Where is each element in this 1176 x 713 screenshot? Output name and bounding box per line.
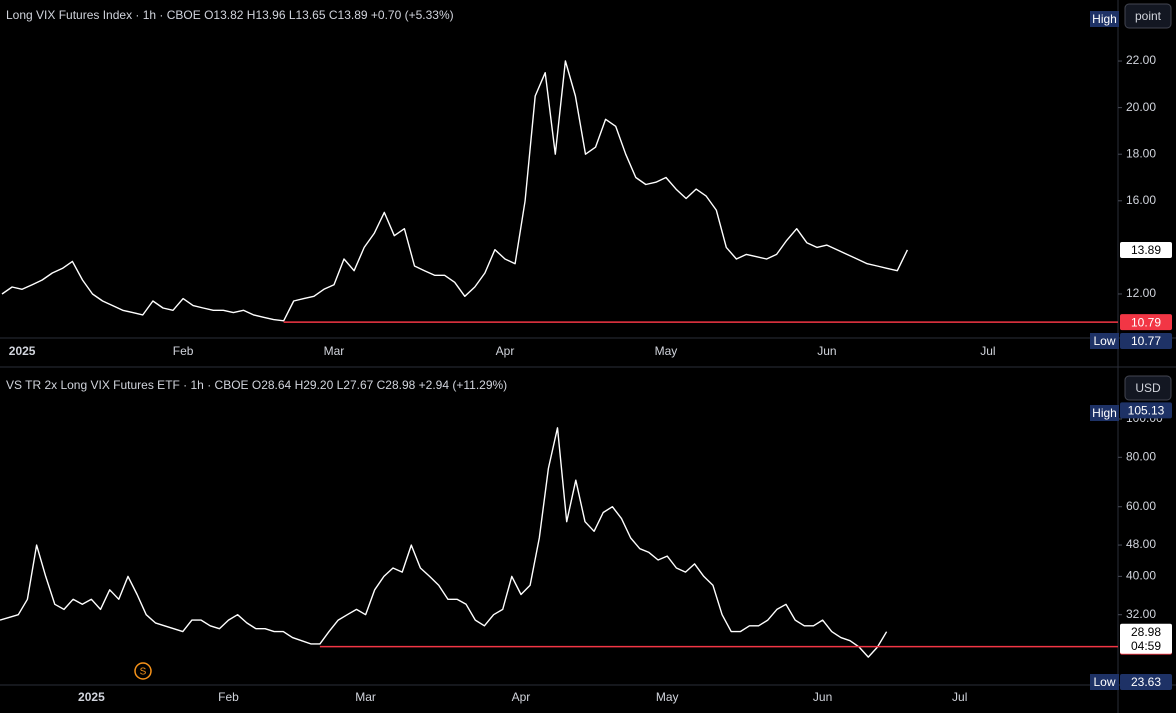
x-tick-label: Feb (218, 690, 239, 704)
x-tick-label: Jul (980, 344, 995, 358)
low-value: 23.63 (1131, 675, 1161, 689)
high-label-bg (1090, 11, 1119, 27)
x-tick-label: Apr (496, 344, 515, 358)
y-tick-label: 12.00 (1126, 286, 1156, 300)
hline-value-bg (1120, 314, 1172, 331)
x-tick-label: Feb (173, 344, 194, 358)
y-tick-label: 20.00 (1126, 100, 1156, 114)
countdown: 04:59 (1131, 639, 1161, 653)
x-tick-label: Mar (355, 690, 376, 704)
last-price-bg (1120, 623, 1172, 654)
low-label-bg (1090, 333, 1119, 349)
last-price-bg (1120, 241, 1172, 258)
last-price: 13.89 (1131, 243, 1161, 257)
y-tick-label: 48.00 (1126, 537, 1156, 551)
low-label: Low (1093, 675, 1115, 689)
x-tick-label: Jun (813, 690, 832, 704)
unit-button[interactable]: USD (1135, 381, 1161, 395)
price-line (0, 427, 888, 658)
low-label: Low (1093, 334, 1115, 348)
unit-button-bg[interactable] (1124, 3, 1172, 29)
event-marker-bg[interactable] (134, 662, 152, 680)
event-marker[interactable]: S (140, 667, 147, 678)
high-label: High (1092, 12, 1117, 26)
low-value: 10.77 (1131, 334, 1161, 348)
y-tick-label: 32.00 (1126, 607, 1156, 621)
y-tick-label: 40.00 (1126, 569, 1156, 583)
x-tick-label: Mar (324, 344, 345, 358)
x-tick-label: 2025 (9, 344, 36, 358)
y-tick-label: 16.00 (1126, 193, 1156, 207)
y-tick-label: 18.00 (1126, 146, 1156, 160)
low-value-bg (1120, 333, 1172, 349)
price-line (1, 60, 909, 322)
x-tick-label: May (656, 690, 679, 704)
low-label-bg (1090, 674, 1119, 690)
y-tick-label: 80.00 (1126, 449, 1156, 463)
y-tick-label: 60.00 (1126, 499, 1156, 513)
x-tick-label: Jul (952, 690, 967, 704)
x-tick-label: May (655, 344, 678, 358)
high-label-bg (1090, 405, 1119, 421)
high-value-bg (1120, 402, 1172, 419)
last-price: 28.98 (1131, 625, 1161, 639)
hline-value: 10.79 (1131, 315, 1161, 329)
x-tick-label: Apr (512, 690, 531, 704)
x-tick-label: Jun (817, 344, 836, 358)
low-value-bg (1120, 674, 1172, 690)
y-tick-label: 22.00 (1126, 53, 1156, 67)
chart-title: Long VIX Futures Index · 1h · CBOE O13.8… (6, 8, 454, 22)
high-label: High (1092, 406, 1117, 420)
unit-button-bg[interactable] (1124, 375, 1172, 401)
high-value: 105.13 (1128, 404, 1165, 418)
chart-title: VS TR 2x Long VIX Futures ETF · 1h · CBO… (6, 378, 507, 392)
x-tick-label: 2025 (78, 690, 105, 704)
unit-button[interactable]: point (1135, 9, 1162, 23)
